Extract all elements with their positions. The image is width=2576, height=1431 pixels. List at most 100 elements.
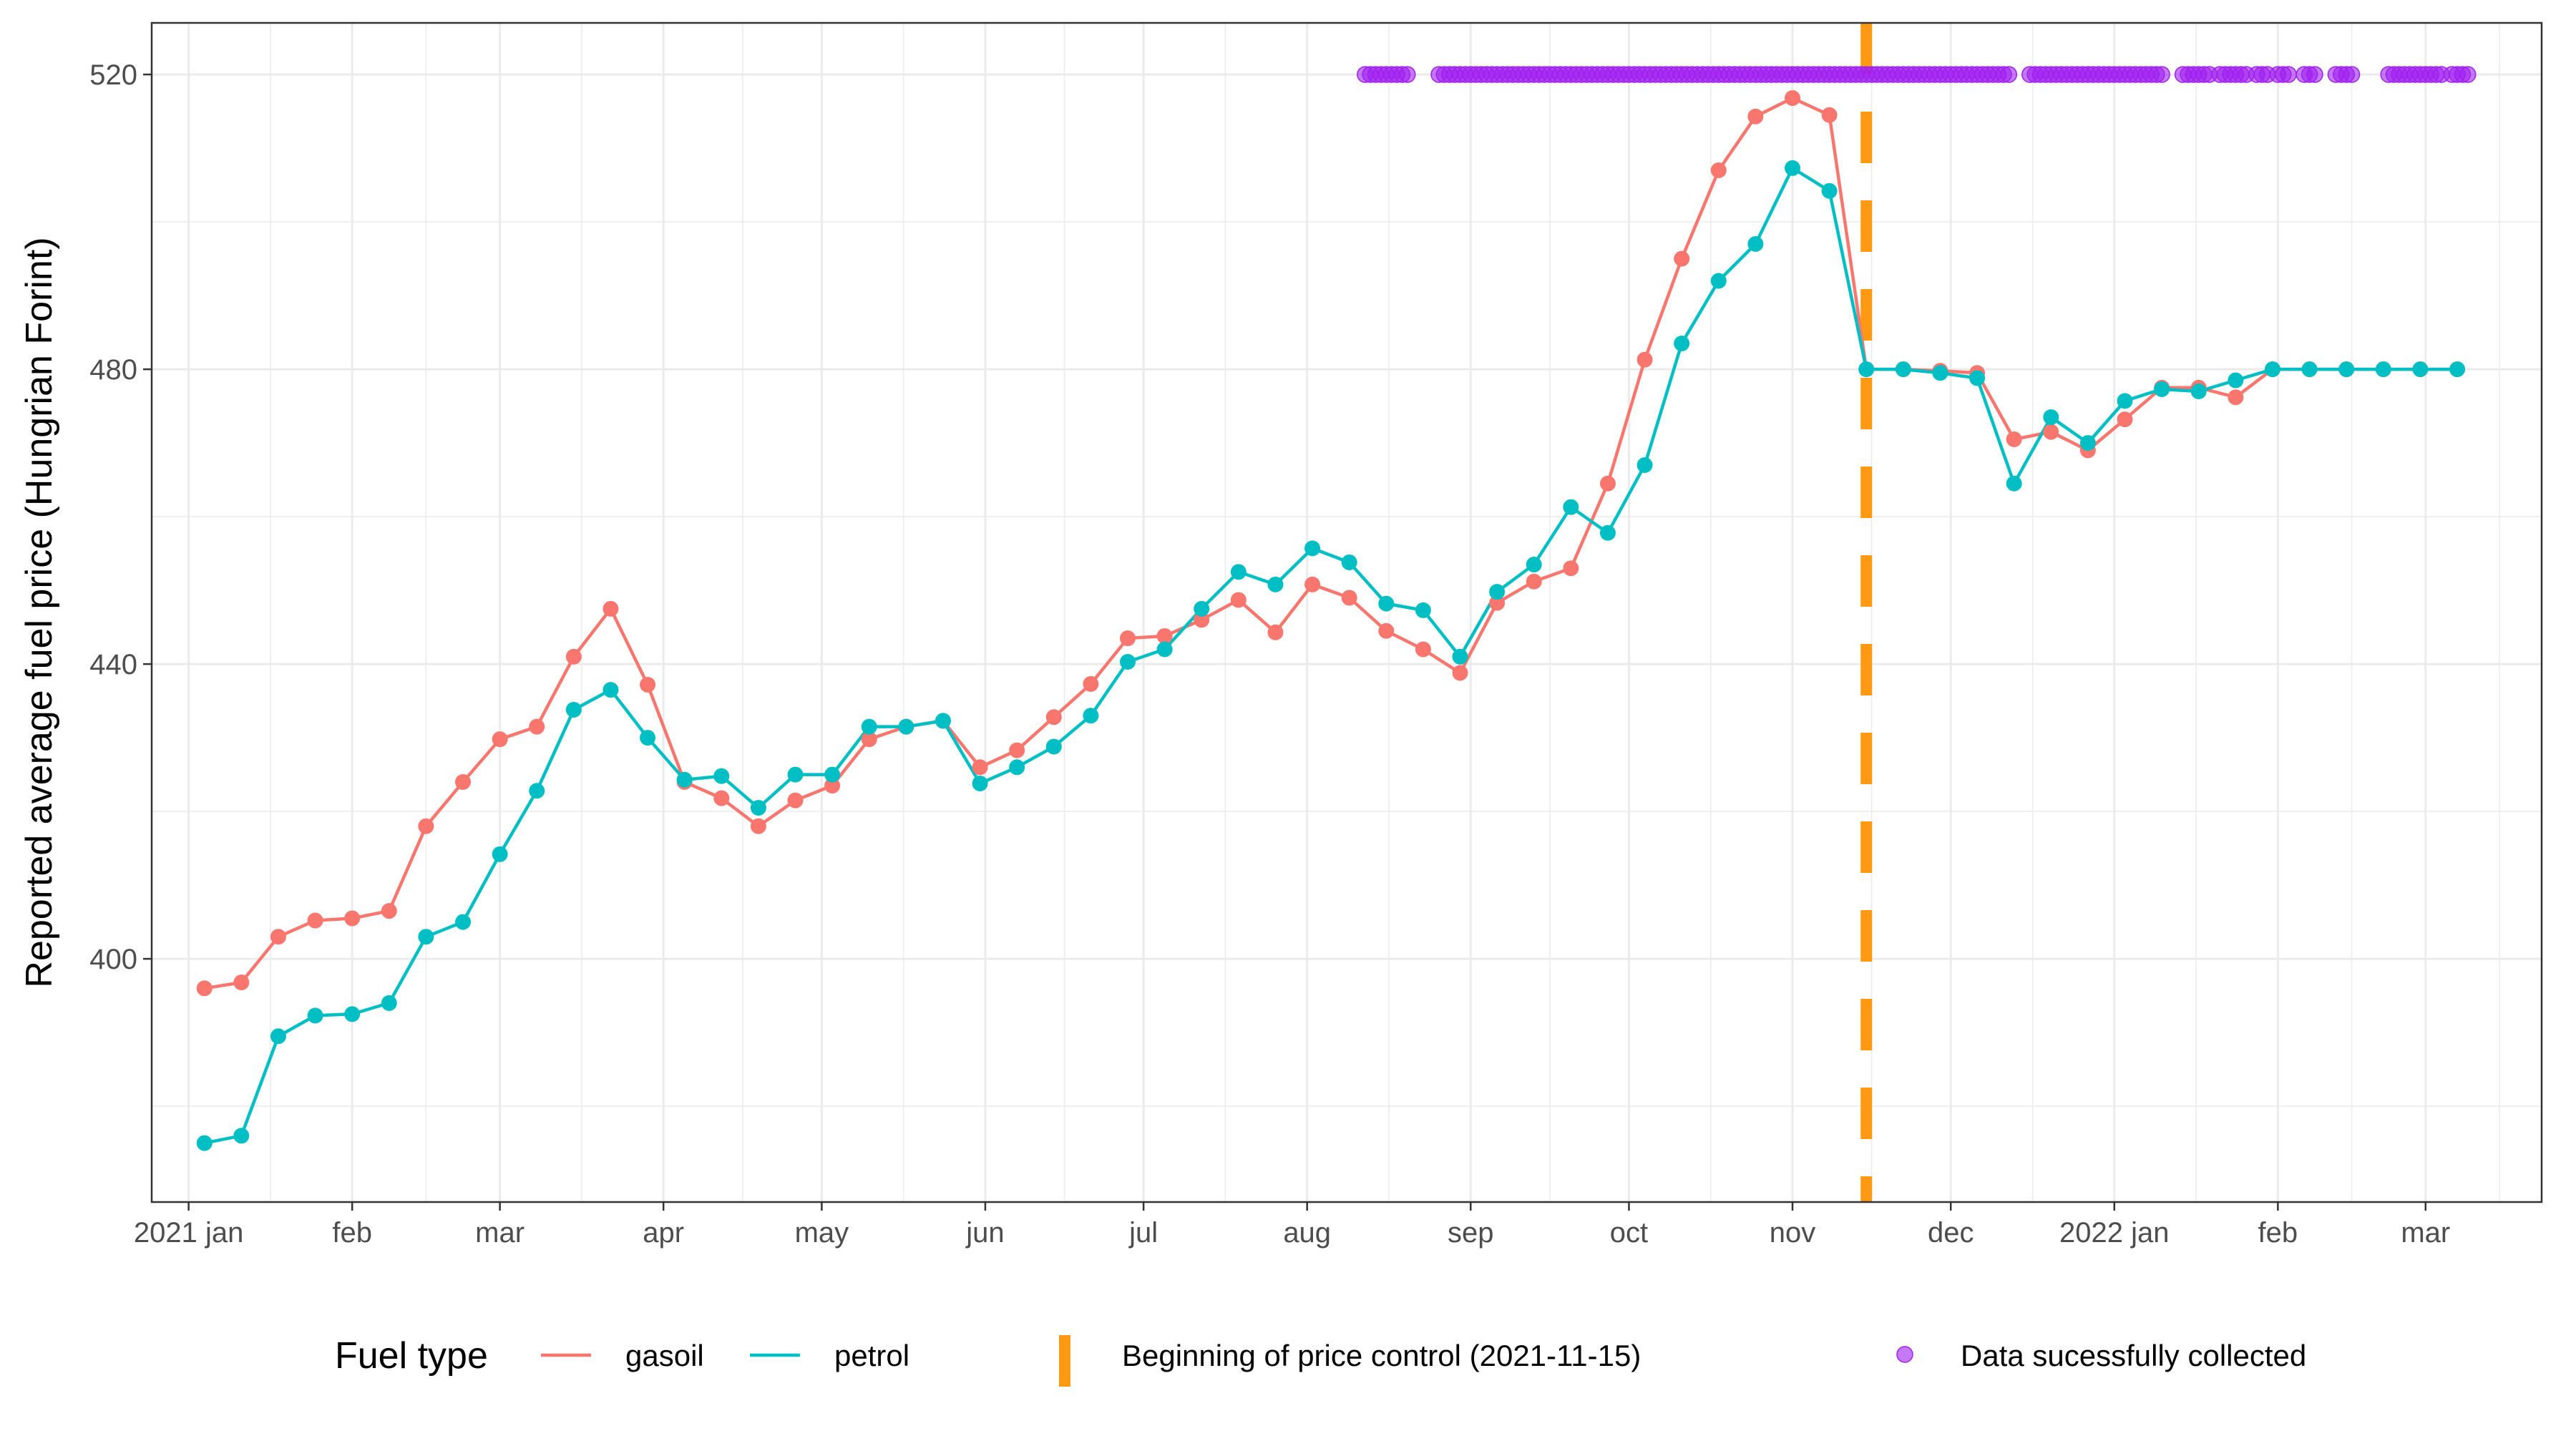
point-gasoil: [1156, 627, 1173, 644]
legend-key-price-control: [1059, 1335, 1070, 1387]
point-gasoil: [1674, 250, 1690, 267]
point-gasoil: [1526, 573, 1542, 590]
point-gasoil: [2117, 411, 2133, 428]
series-points: [196, 90, 2466, 1151]
point-gasoil: [1120, 630, 1136, 647]
point-petrol: [1821, 182, 1838, 199]
y-tick-label: 400: [89, 944, 137, 975]
legend-label-gasoil: gasoil: [625, 1339, 704, 1372]
point-gasoil: [1378, 622, 1395, 639]
point-gasoil: [1304, 576, 1321, 592]
point-petrol: [676, 771, 693, 788]
point-petrol: [1674, 336, 1690, 352]
point-gasoil: [492, 731, 508, 748]
y-axis-title: Reported average fuel price (Hungrian Fo…: [19, 237, 60, 987]
point-petrol: [824, 766, 841, 783]
point-gasoil: [455, 773, 472, 790]
point-petrol: [2228, 372, 2244, 389]
point-petrol: [2043, 409, 2059, 426]
point-petrol: [1267, 576, 1284, 592]
x-tick-label: 2021 jan: [134, 1217, 243, 1249]
y-tick-label: 480: [89, 354, 137, 386]
legend-label-collected: Data sucessfully collected: [1961, 1339, 2306, 1372]
point-petrol: [2301, 361, 2318, 378]
x-tick-label: sep: [1448, 1217, 1494, 1249]
point-petrol: [270, 1028, 286, 1045]
point-petrol: [2375, 361, 2391, 378]
point-petrol: [418, 929, 434, 945]
point-gasoil: [2043, 424, 2059, 440]
point-petrol: [1230, 564, 1246, 580]
point-petrol: [1489, 584, 1506, 600]
point-petrol: [492, 846, 508, 862]
point-gasoil: [1563, 560, 1579, 577]
point-petrol: [529, 783, 545, 799]
point-petrol: [1526, 557, 1542, 573]
point-petrol: [2006, 475, 2022, 492]
point-gasoil: [1083, 675, 1099, 692]
x-axis: 2021 jan feb mar apr may jun jul aug sep oct nov de…: [134, 1202, 2450, 1249]
point-petrol: [972, 775, 988, 791]
point-gasoil: [1452, 665, 1468, 681]
x-tick-label: oct: [1610, 1217, 1648, 1249]
point-petrol: [1045, 738, 1062, 755]
point-gasoil: [1489, 595, 1506, 611]
point-petrol: [2079, 435, 2096, 451]
point-gasoil: [1710, 162, 1727, 178]
x-tick-label: dec: [1928, 1217, 1974, 1249]
y-tick-label: 440: [89, 649, 137, 680]
legend-title: Fuel type: [335, 1335, 488, 1377]
point-gasoil: [1821, 107, 1838, 123]
point-petrol: [1895, 361, 1911, 378]
panel-border: [150, 21, 2543, 1203]
point-petrol: [1194, 600, 1210, 617]
x-tick-label: jun: [965, 1217, 1004, 1249]
point-petrol: [861, 718, 877, 735]
point-gasoil: [344, 910, 361, 927]
point-gasoil: [750, 818, 766, 834]
panel-background: [152, 23, 2542, 1202]
legend-key-collected: [1896, 1346, 1913, 1363]
point-gasoil: [2228, 389, 2244, 406]
point-petrol: [1452, 648, 1468, 665]
point-petrol: [565, 701, 582, 718]
point-petrol: [307, 1007, 323, 1024]
point-gasoil: [307, 912, 323, 929]
point-petrol: [381, 995, 397, 1011]
collected-points: [1357, 66, 2477, 83]
point-petrol: [602, 682, 619, 698]
legend: Fuel type gasoil petrol Beginning of pric…: [335, 1335, 2306, 1387]
point-petrol: [1304, 540, 1321, 557]
point-gasoil: [565, 648, 582, 665]
x-tick-label: mar: [2401, 1217, 2450, 1249]
point-petrol: [2449, 361, 2466, 378]
point-gasoil: [1785, 90, 1801, 107]
point-petrol: [1599, 524, 1616, 541]
legend-data-collected: Data sucessfully collected: [1896, 1339, 2306, 1372]
x-tick-label: nov: [1770, 1217, 1816, 1249]
point-gasoil: [861, 731, 877, 748]
point-gasoil: [2006, 431, 2022, 447]
point-gasoil: [196, 980, 213, 997]
collected-point: [2280, 66, 2297, 83]
point-petrol: [233, 1128, 250, 1144]
point-gasoil: [233, 975, 250, 991]
point-petrol: [898, 718, 914, 735]
point-petrol: [344, 1006, 361, 1022]
point-petrol: [935, 713, 951, 729]
collected-point: [2343, 66, 2361, 83]
legend-label-price-control: Beginning of price control (2021-11-15): [1122, 1339, 1641, 1372]
point-petrol: [1710, 273, 1727, 289]
point-gasoil: [1747, 108, 1764, 124]
point-gasoil: [640, 676, 656, 693]
point-petrol: [196, 1135, 213, 1151]
point-petrol: [1120, 654, 1136, 670]
point-gasoil: [713, 790, 730, 806]
point-petrol: [713, 768, 730, 784]
point-petrol: [1858, 361, 1875, 378]
y-tick-label: 520: [89, 59, 137, 91]
point-gasoil: [824, 778, 841, 794]
collected-point: [2000, 66, 2018, 83]
point-petrol: [1747, 236, 1764, 252]
